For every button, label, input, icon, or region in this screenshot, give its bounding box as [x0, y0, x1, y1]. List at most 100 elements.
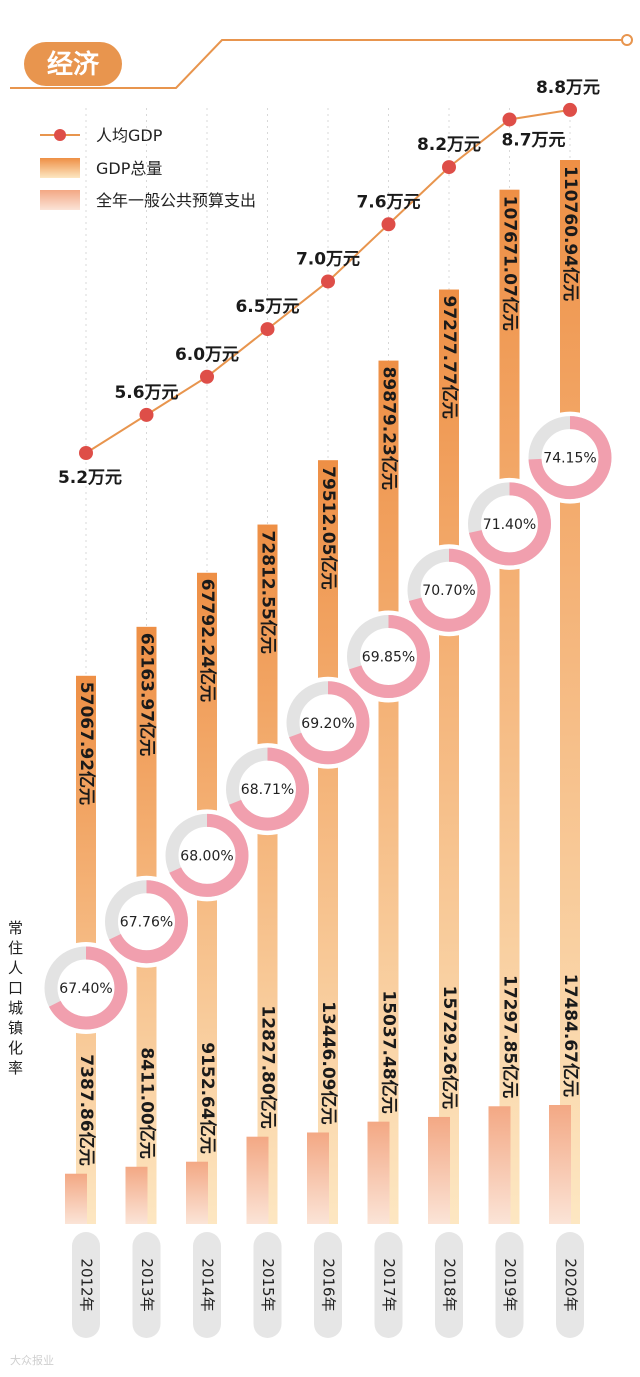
legend-budget: 全年一般公共预算支出 — [96, 191, 256, 210]
year-pill — [253, 1232, 282, 1338]
urbanization-value-label: 69.85% — [362, 650, 415, 666]
per-capita-value-label: 6.5万元 — [235, 297, 299, 317]
year-pill — [556, 1232, 584, 1338]
per-capita-value-label: 7.0万元 — [296, 249, 360, 269]
urbanization-value-label: 70.70% — [422, 583, 475, 599]
per-capita-value-label: 8.2万元 — [417, 135, 481, 155]
budget-bar — [367, 1121, 390, 1224]
budget-bar — [125, 1166, 148, 1224]
year-pill — [374, 1232, 403, 1338]
budget-bar — [549, 1105, 571, 1224]
budget-value-label: 15729.26亿元 — [439, 986, 460, 1109]
gdp-bar — [318, 460, 338, 1224]
year-label: 2012年 — [78, 1258, 96, 1311]
donut-center — [300, 694, 356, 751]
legend: 人均GDP GDP总量 全年一般公共预算支出 — [40, 126, 256, 210]
donut-center — [421, 562, 477, 619]
per-capita-value-label: 7.6万元 — [356, 192, 420, 212]
donut-arc — [226, 747, 309, 831]
budget-bar — [488, 1106, 511, 1224]
per-capita-point — [139, 407, 154, 422]
year-label: 2013年 — [138, 1258, 156, 1311]
donut-arc — [468, 482, 551, 566]
donut-center — [360, 628, 417, 685]
legend-per-capita: 人均GDP — [96, 126, 163, 145]
gdp-bar — [257, 524, 278, 1224]
gdp-bar — [378, 360, 399, 1224]
watermark: 大众报业 — [10, 1354, 54, 1367]
gdp-value-label: 72812.55亿元 — [258, 531, 279, 654]
donut-center — [542, 429, 598, 486]
per-capita-value-label: 5.2万元 — [58, 468, 122, 488]
year-pill — [193, 1232, 221, 1338]
title-badge — [24, 42, 122, 86]
donut-arc — [286, 681, 370, 765]
per-capita-point — [260, 322, 275, 337]
header-line-end-dot — [621, 34, 633, 46]
gdp-bar — [439, 289, 459, 1224]
gdp-value-label: 97277.77亿元 — [439, 296, 460, 419]
per-capita-point — [321, 274, 335, 289]
donut-arc — [347, 615, 430, 698]
year-label: 2016年 — [320, 1258, 338, 1311]
per-capita-point — [200, 369, 214, 384]
per-capita-point — [79, 446, 93, 460]
year-label: 2020年 — [562, 1258, 580, 1311]
urbanization-value-label: 69.20% — [301, 716, 354, 732]
header-line — [10, 39, 622, 89]
donut-center — [118, 893, 175, 950]
year-pill — [132, 1232, 161, 1338]
budget-bar — [428, 1116, 450, 1224]
year-label: 2015年 — [259, 1258, 277, 1311]
urbanization-rate-label: 常住人口城镇化率 — [8, 919, 24, 1077]
year-pill — [495, 1232, 524, 1338]
per-capita-point — [563, 102, 577, 117]
donut-arc — [44, 946, 128, 1030]
budget-bar — [65, 1173, 87, 1224]
year-pill — [72, 1232, 100, 1338]
budget-value-label: 8411.00亿元 — [137, 1047, 158, 1158]
section-title: 经济 — [47, 49, 100, 80]
per-capita-value-label: 5.6万元 — [114, 383, 178, 403]
donut-center — [58, 960, 114, 1016]
donut-arc — [407, 548, 491, 632]
urbanization-value-label: 68.00% — [180, 848, 233, 864]
gdp-value-label: 79512.05亿元 — [318, 466, 339, 589]
per-capita-value-label: 6.0万元 — [175, 345, 239, 365]
urbanization-value-label: 67.40% — [59, 981, 112, 997]
urbanization-value-label: 71.40% — [483, 517, 536, 533]
per-capita-point — [442, 160, 456, 175]
gdp-value-label: 89879.23亿元 — [379, 367, 400, 490]
donut-center — [239, 761, 296, 818]
legend-gdp-total: GDP总量 — [96, 159, 162, 178]
urbanization-value-label: 67.76% — [120, 915, 173, 931]
year-label: 2019年 — [501, 1258, 519, 1311]
gdp-bar — [499, 189, 520, 1225]
budget-bar — [186, 1161, 208, 1224]
gdp-value-label: 107671.07亿元 — [500, 196, 521, 331]
per-capita-point — [502, 112, 517, 127]
donut-center — [481, 495, 538, 552]
year-label: 2018年 — [441, 1258, 459, 1311]
per-capita-value-label: 8.7万元 — [501, 130, 565, 150]
donut-arc — [165, 813, 249, 897]
budget-value-label: 7387.86亿元 — [76, 1054, 97, 1165]
year-label: 2014年 — [199, 1258, 217, 1311]
urbanization-value-label: 68.71% — [241, 782, 294, 798]
budget-value-label: 15037.48亿元 — [379, 990, 400, 1113]
urbanization-value-label: 74.15% — [543, 451, 596, 467]
budget-value-label: 9152.64亿元 — [197, 1042, 218, 1153]
budget-value-label: 12827.80亿元 — [258, 1005, 279, 1128]
legend-gdp-swatch — [40, 158, 80, 178]
year-label: 2017年 — [380, 1258, 398, 1311]
gdp-value-label: 57067.92亿元 — [76, 682, 97, 805]
gdp-value-label: 62163.97亿元 — [137, 633, 158, 756]
budget-bar — [246, 1136, 269, 1224]
legend-budget-swatch — [40, 190, 80, 210]
budget-bar — [307, 1132, 329, 1224]
gdp-value-label: 67792.24亿元 — [197, 579, 218, 702]
per-capita-point — [381, 217, 396, 232]
year-pill — [314, 1232, 342, 1338]
donut-arc — [528, 416, 612, 500]
